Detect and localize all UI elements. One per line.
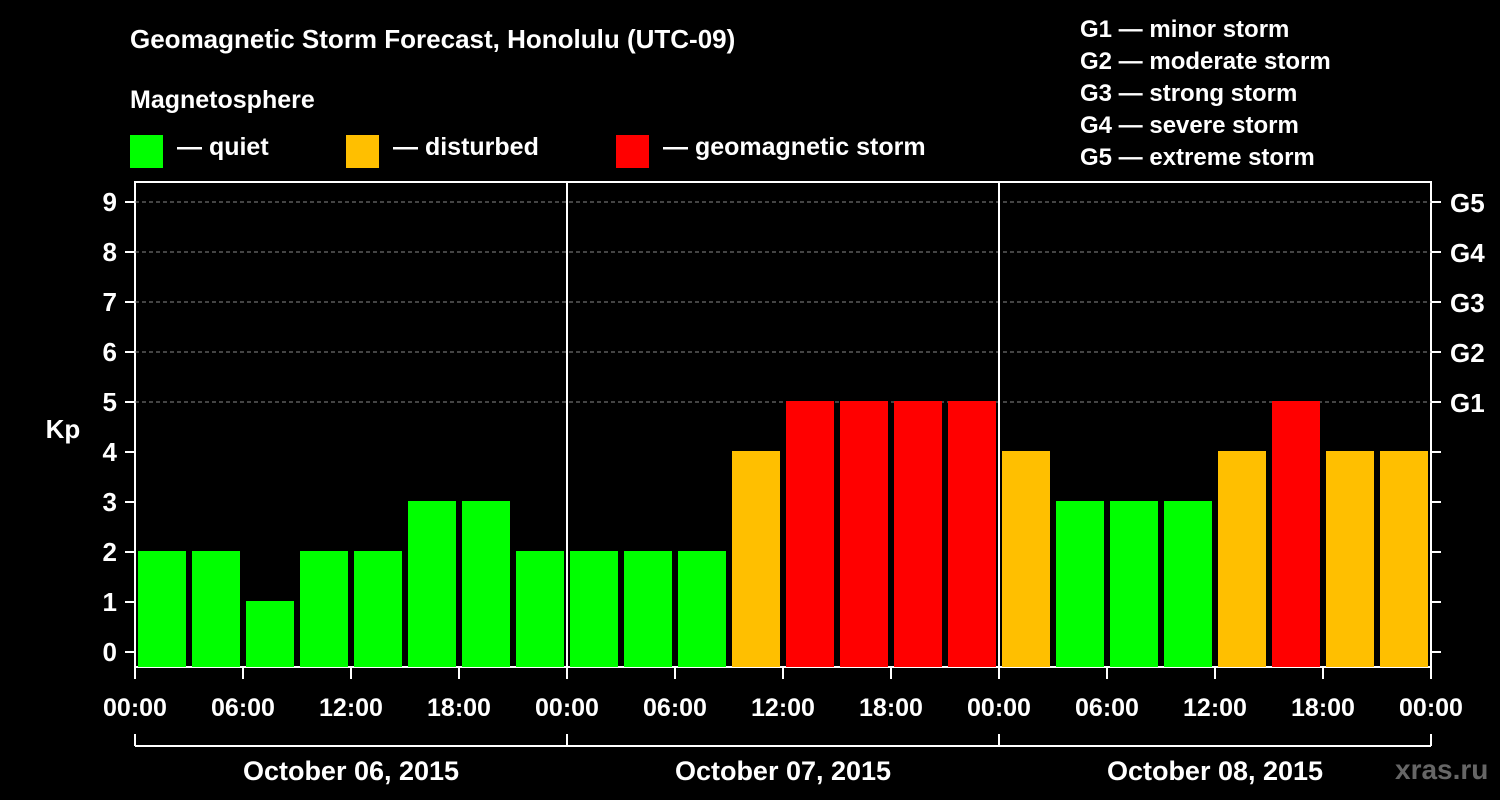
kp-bar-24 — [1380, 451, 1428, 667]
x-tick-label-6: 12:00 — [751, 694, 815, 722]
kp-bar-12 — [732, 451, 780, 667]
kp-bar-13 — [786, 401, 834, 667]
legend-label-disturbed: — disturbed — [393, 133, 539, 161]
y-tick-label-5: 5 — [103, 387, 117, 417]
kp-bar-19 — [1110, 501, 1158, 667]
chart-subtitle: Magnetosphere — [130, 86, 315, 114]
chart-title: Geomagnetic Storm Forecast, Honolulu (UT… — [130, 24, 736, 54]
kp-bar-9 — [570, 551, 618, 667]
y-axis-label: Kp — [46, 414, 81, 444]
x-tick-label-12: 00:00 — [1399, 694, 1463, 722]
x-tick-label-11: 18:00 — [1291, 694, 1355, 722]
kp-bar-6 — [408, 501, 456, 667]
g-level-label-G2: G2 — [1450, 338, 1485, 368]
kp-bar-23 — [1326, 451, 1374, 667]
x-tick-label-3: 18:00 — [427, 694, 491, 722]
day-label-2: October 07, 2015 — [675, 756, 891, 786]
x-tick-label-10: 12:00 — [1183, 694, 1247, 722]
day-label-1: October 06, 2015 — [243, 756, 459, 786]
legend-label-quiet: — quiet — [177, 133, 269, 161]
y-tick-label-6: 6 — [103, 337, 117, 367]
x-tick-label-1: 06:00 — [211, 694, 275, 722]
kp-bar-5 — [354, 551, 402, 667]
kp-bar-22 — [1272, 401, 1320, 667]
kp-bar-18 — [1056, 501, 1104, 667]
watermark: xras.ru — [1395, 754, 1489, 785]
kp-bar-1 — [138, 551, 186, 667]
x-tick-label-7: 18:00 — [859, 694, 923, 722]
x-tick-label-9: 06:00 — [1075, 694, 1139, 722]
x-tick-label-5: 06:00 — [643, 694, 707, 722]
legend-swatch-quiet — [130, 135, 163, 168]
kp-bar-7 — [462, 501, 510, 667]
g-level-label-G1: G1 — [1450, 388, 1485, 418]
g-legend-item-g3: G3 — strong storm — [1080, 80, 1298, 107]
kp-bar-20 — [1164, 501, 1212, 667]
kp-bar-3 — [246, 601, 294, 667]
legend-swatch-disturbed — [346, 135, 379, 168]
g-legend-item-g2: G2 — moderate storm — [1080, 48, 1331, 75]
kp-bar-21 — [1218, 451, 1266, 667]
kp-bar-2 — [192, 551, 240, 667]
y-tick-label-8: 8 — [103, 237, 117, 267]
y-tick-label-3: 3 — [103, 487, 117, 517]
g-level-label-G3: G3 — [1450, 288, 1485, 318]
y-tick-label-4: 4 — [103, 437, 118, 467]
kp-bar-10 — [624, 551, 672, 667]
legend-label-storm: — geomagnetic storm — [663, 133, 926, 161]
g-level-label-G4: G4 — [1450, 238, 1485, 268]
y-tick-label-7: 7 — [103, 287, 117, 317]
x-tick-label-2: 12:00 — [319, 694, 383, 722]
x-tick-label-0: 00:00 — [103, 694, 167, 722]
kp-bar-11 — [678, 551, 726, 667]
y-tick-label-9: 9 — [103, 187, 117, 217]
y-tick-label-1: 1 — [103, 587, 117, 617]
kp-bar-8 — [516, 551, 564, 667]
legend-swatch-storm — [616, 135, 649, 168]
kp-bar-15 — [894, 401, 942, 667]
g-level-label-G5: G5 — [1450, 188, 1485, 218]
kp-bar-17 — [1002, 451, 1050, 667]
y-tick-label-0: 0 — [103, 637, 117, 667]
y-tick-label-2: 2 — [103, 537, 117, 567]
g-legend-item-g1: G1 — minor storm — [1080, 16, 1290, 43]
g-legend-item-g4: G4 — severe storm — [1080, 112, 1299, 139]
kp-bar-16 — [948, 401, 996, 667]
day-label-3: October 08, 2015 — [1107, 756, 1323, 786]
x-tick-label-4: 00:00 — [535, 694, 599, 722]
kp-bar-4 — [300, 551, 348, 667]
kp-bar-14 — [840, 401, 888, 667]
g-legend-item-g5: G5 — extreme storm — [1080, 144, 1315, 171]
g-scale-legend: G1 — minor storm G2 — moderate storm G3 … — [1080, 14, 1331, 174]
x-tick-label-8: 00:00 — [967, 694, 1031, 722]
